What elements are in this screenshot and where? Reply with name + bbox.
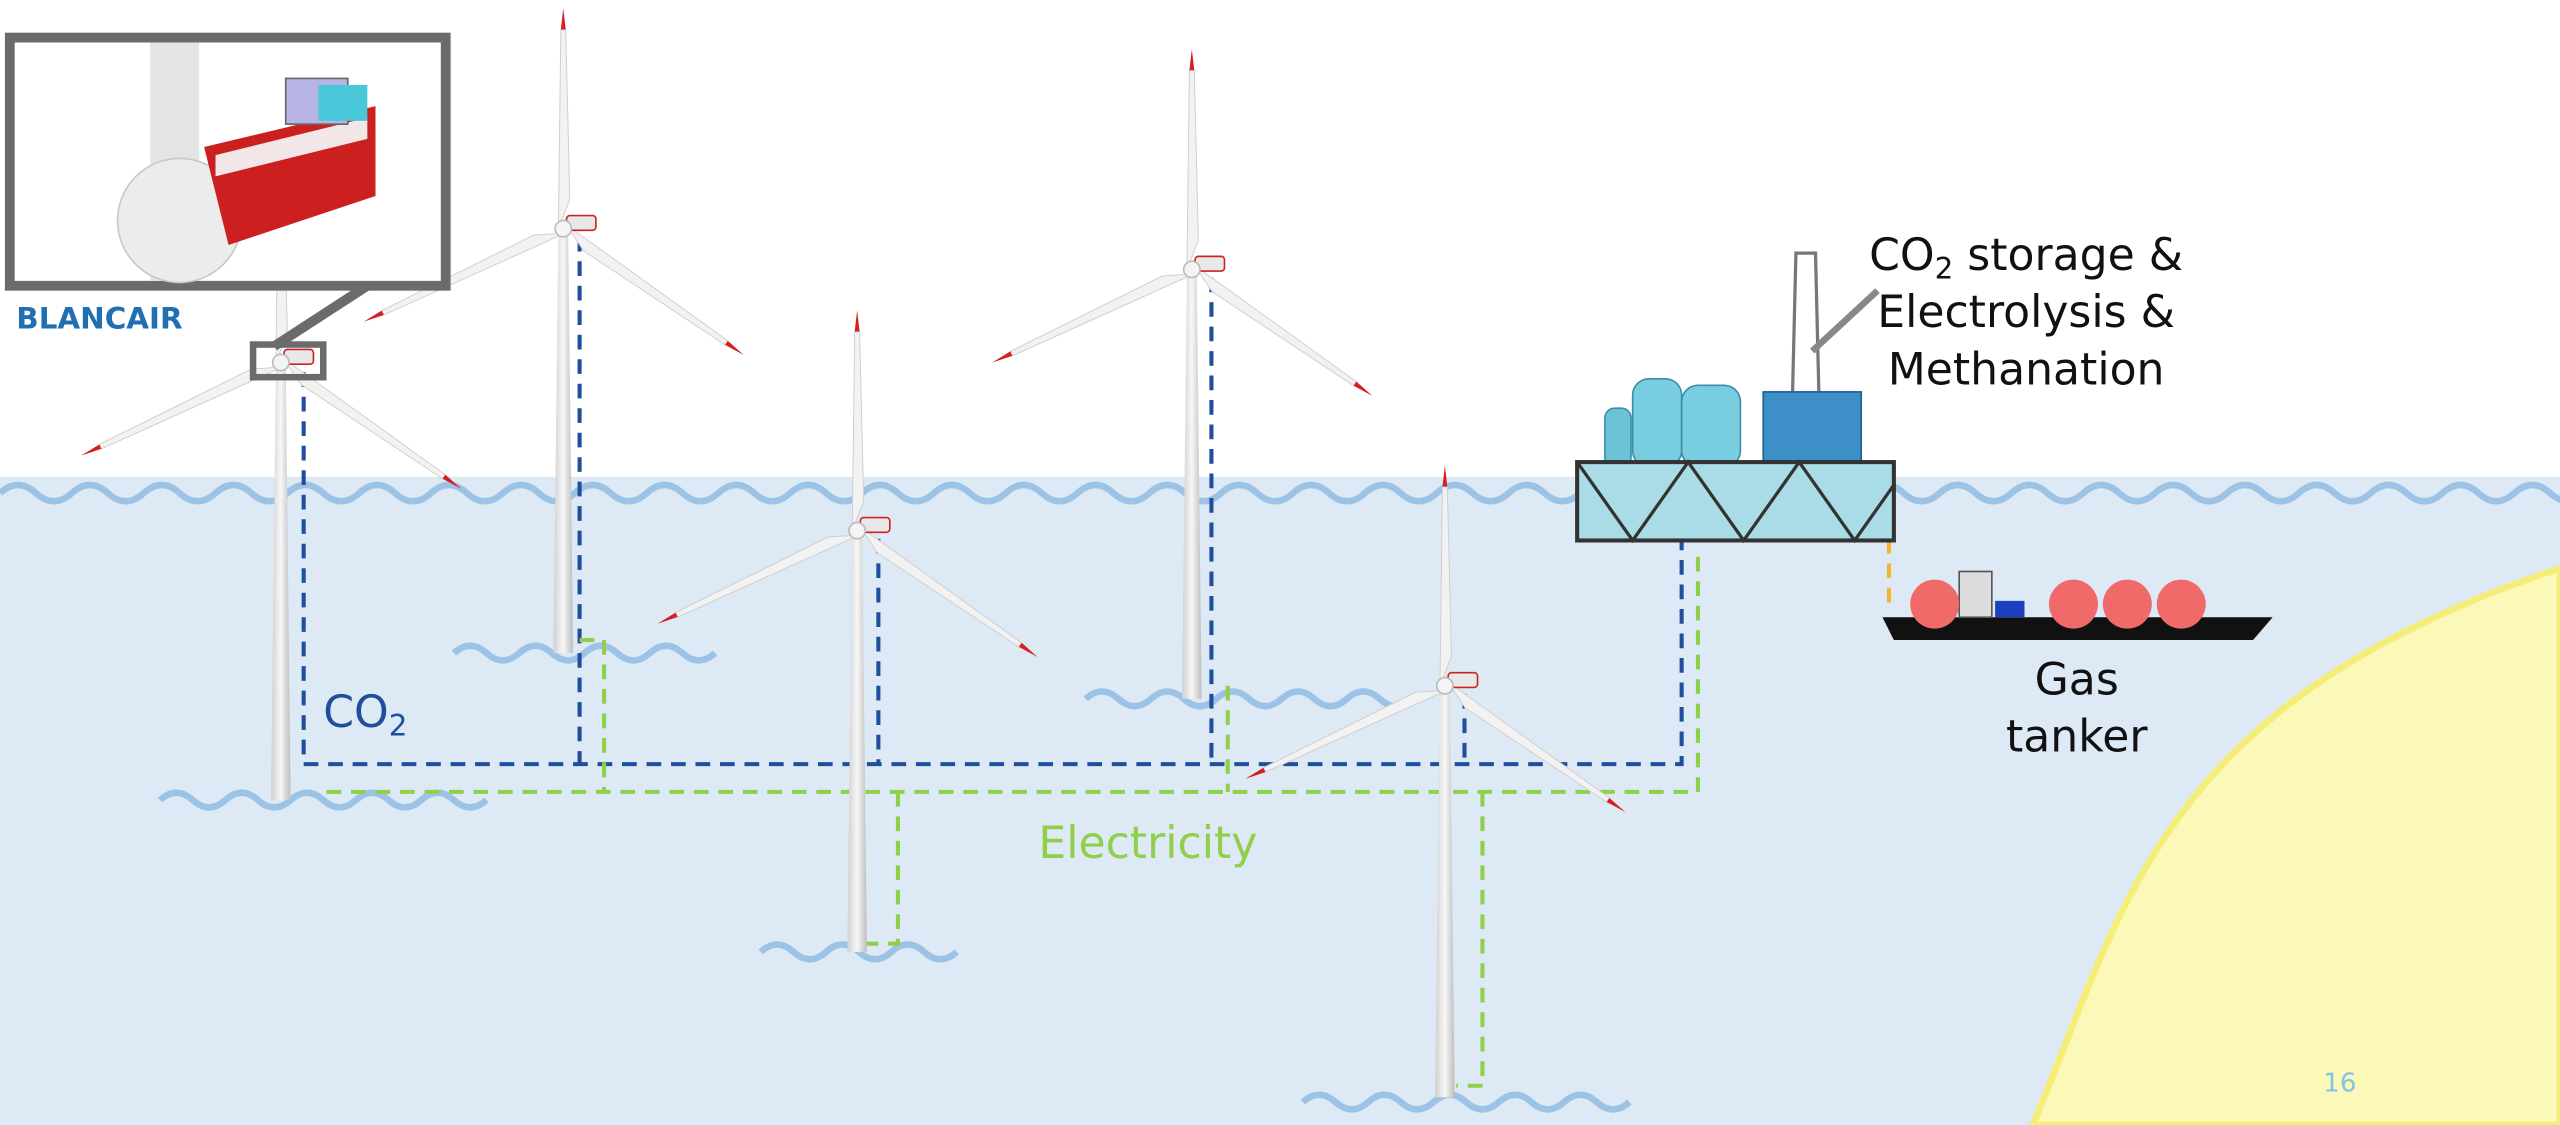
blade-tip — [992, 351, 1013, 363]
electricity-label: Electricity — [1038, 818, 1257, 869]
platform — [1575, 251, 1896, 544]
plant-label-line: CO2 storage & — [1869, 230, 2183, 285]
blade-tip — [1353, 381, 1373, 396]
tower — [271, 362, 291, 801]
blade-tip — [560, 8, 566, 30]
blade — [81, 366, 284, 456]
blade-body — [1194, 265, 1358, 387]
wind-turbine — [992, 49, 1373, 699]
blade-tip — [442, 474, 462, 489]
wind-turbine — [1245, 465, 1626, 1098]
blade-body — [859, 526, 1023, 648]
blade-body — [1009, 273, 1195, 357]
blade — [1439, 465, 1452, 686]
blade-tip — [657, 612, 678, 624]
blade — [565, 224, 744, 356]
blade-body — [851, 330, 865, 531]
tanker-label: Gas — [2035, 654, 2119, 705]
gas-tanker — [1882, 570, 2273, 641]
tanker-label: tanker — [2006, 712, 2148, 763]
blade-tip — [854, 310, 860, 332]
tower — [1435, 685, 1455, 1098]
blade — [859, 526, 1038, 658]
text: storage & — [1953, 230, 2183, 281]
blade-body — [565, 224, 729, 346]
co2-pipeline — [301, 236, 1684, 767]
blade-tip — [1189, 49, 1195, 71]
tower — [1182, 269, 1202, 699]
wave — [1300, 1091, 1632, 1113]
blade-tip — [1245, 767, 1266, 779]
blade — [1447, 681, 1626, 813]
blade — [851, 310, 865, 531]
wind-turbine — [81, 142, 462, 801]
hub — [848, 521, 867, 540]
blade-tip — [725, 340, 744, 356]
electricity-cable — [326, 546, 1700, 1088]
blade — [1194, 265, 1373, 396]
blade — [557, 8, 571, 229]
plant-label-line: Methanation — [1888, 344, 2165, 395]
inset-label: BLANCAIR — [16, 302, 183, 336]
page-number: 16 — [2323, 1069, 2356, 1099]
text: CO — [1869, 230, 1934, 281]
subscript: 2 — [389, 708, 408, 742]
wind-turbine — [363, 8, 744, 654]
beach — [2029, 564, 2560, 1125]
tower — [847, 530, 867, 952]
blade-body — [1186, 69, 1199, 270]
co2-label: CO2 — [323, 687, 407, 742]
subscript: 2 — [1935, 251, 1954, 285]
blade — [657, 534, 860, 624]
hub — [554, 219, 573, 238]
blade — [992, 273, 1195, 363]
pipelines — [301, 236, 1892, 1088]
blade-tip — [1018, 642, 1038, 658]
hub — [1435, 676, 1454, 695]
wave — [157, 789, 489, 811]
blade-body — [674, 534, 860, 618]
plant-label-line: Electrolysis & — [1877, 287, 2175, 338]
wind-turbine — [657, 310, 1038, 952]
wave — [451, 642, 718, 664]
blade-tip — [1606, 798, 1626, 813]
wave — [0, 481, 2560, 505]
blade-tip — [363, 310, 384, 322]
tower — [553, 228, 574, 654]
blade-tip — [81, 444, 102, 456]
blade — [1186, 49, 1199, 270]
nacelle-inset — [4, 32, 451, 381]
hub — [271, 353, 290, 372]
blade-tip — [1442, 465, 1448, 487]
turbines — [81, 8, 1626, 1098]
wave — [1083, 688, 1415, 710]
hub — [1182, 260, 1201, 279]
blade — [1245, 689, 1448, 779]
text: CO — [323, 687, 388, 738]
blade-body — [1262, 689, 1448, 773]
blade-body — [557, 28, 571, 229]
